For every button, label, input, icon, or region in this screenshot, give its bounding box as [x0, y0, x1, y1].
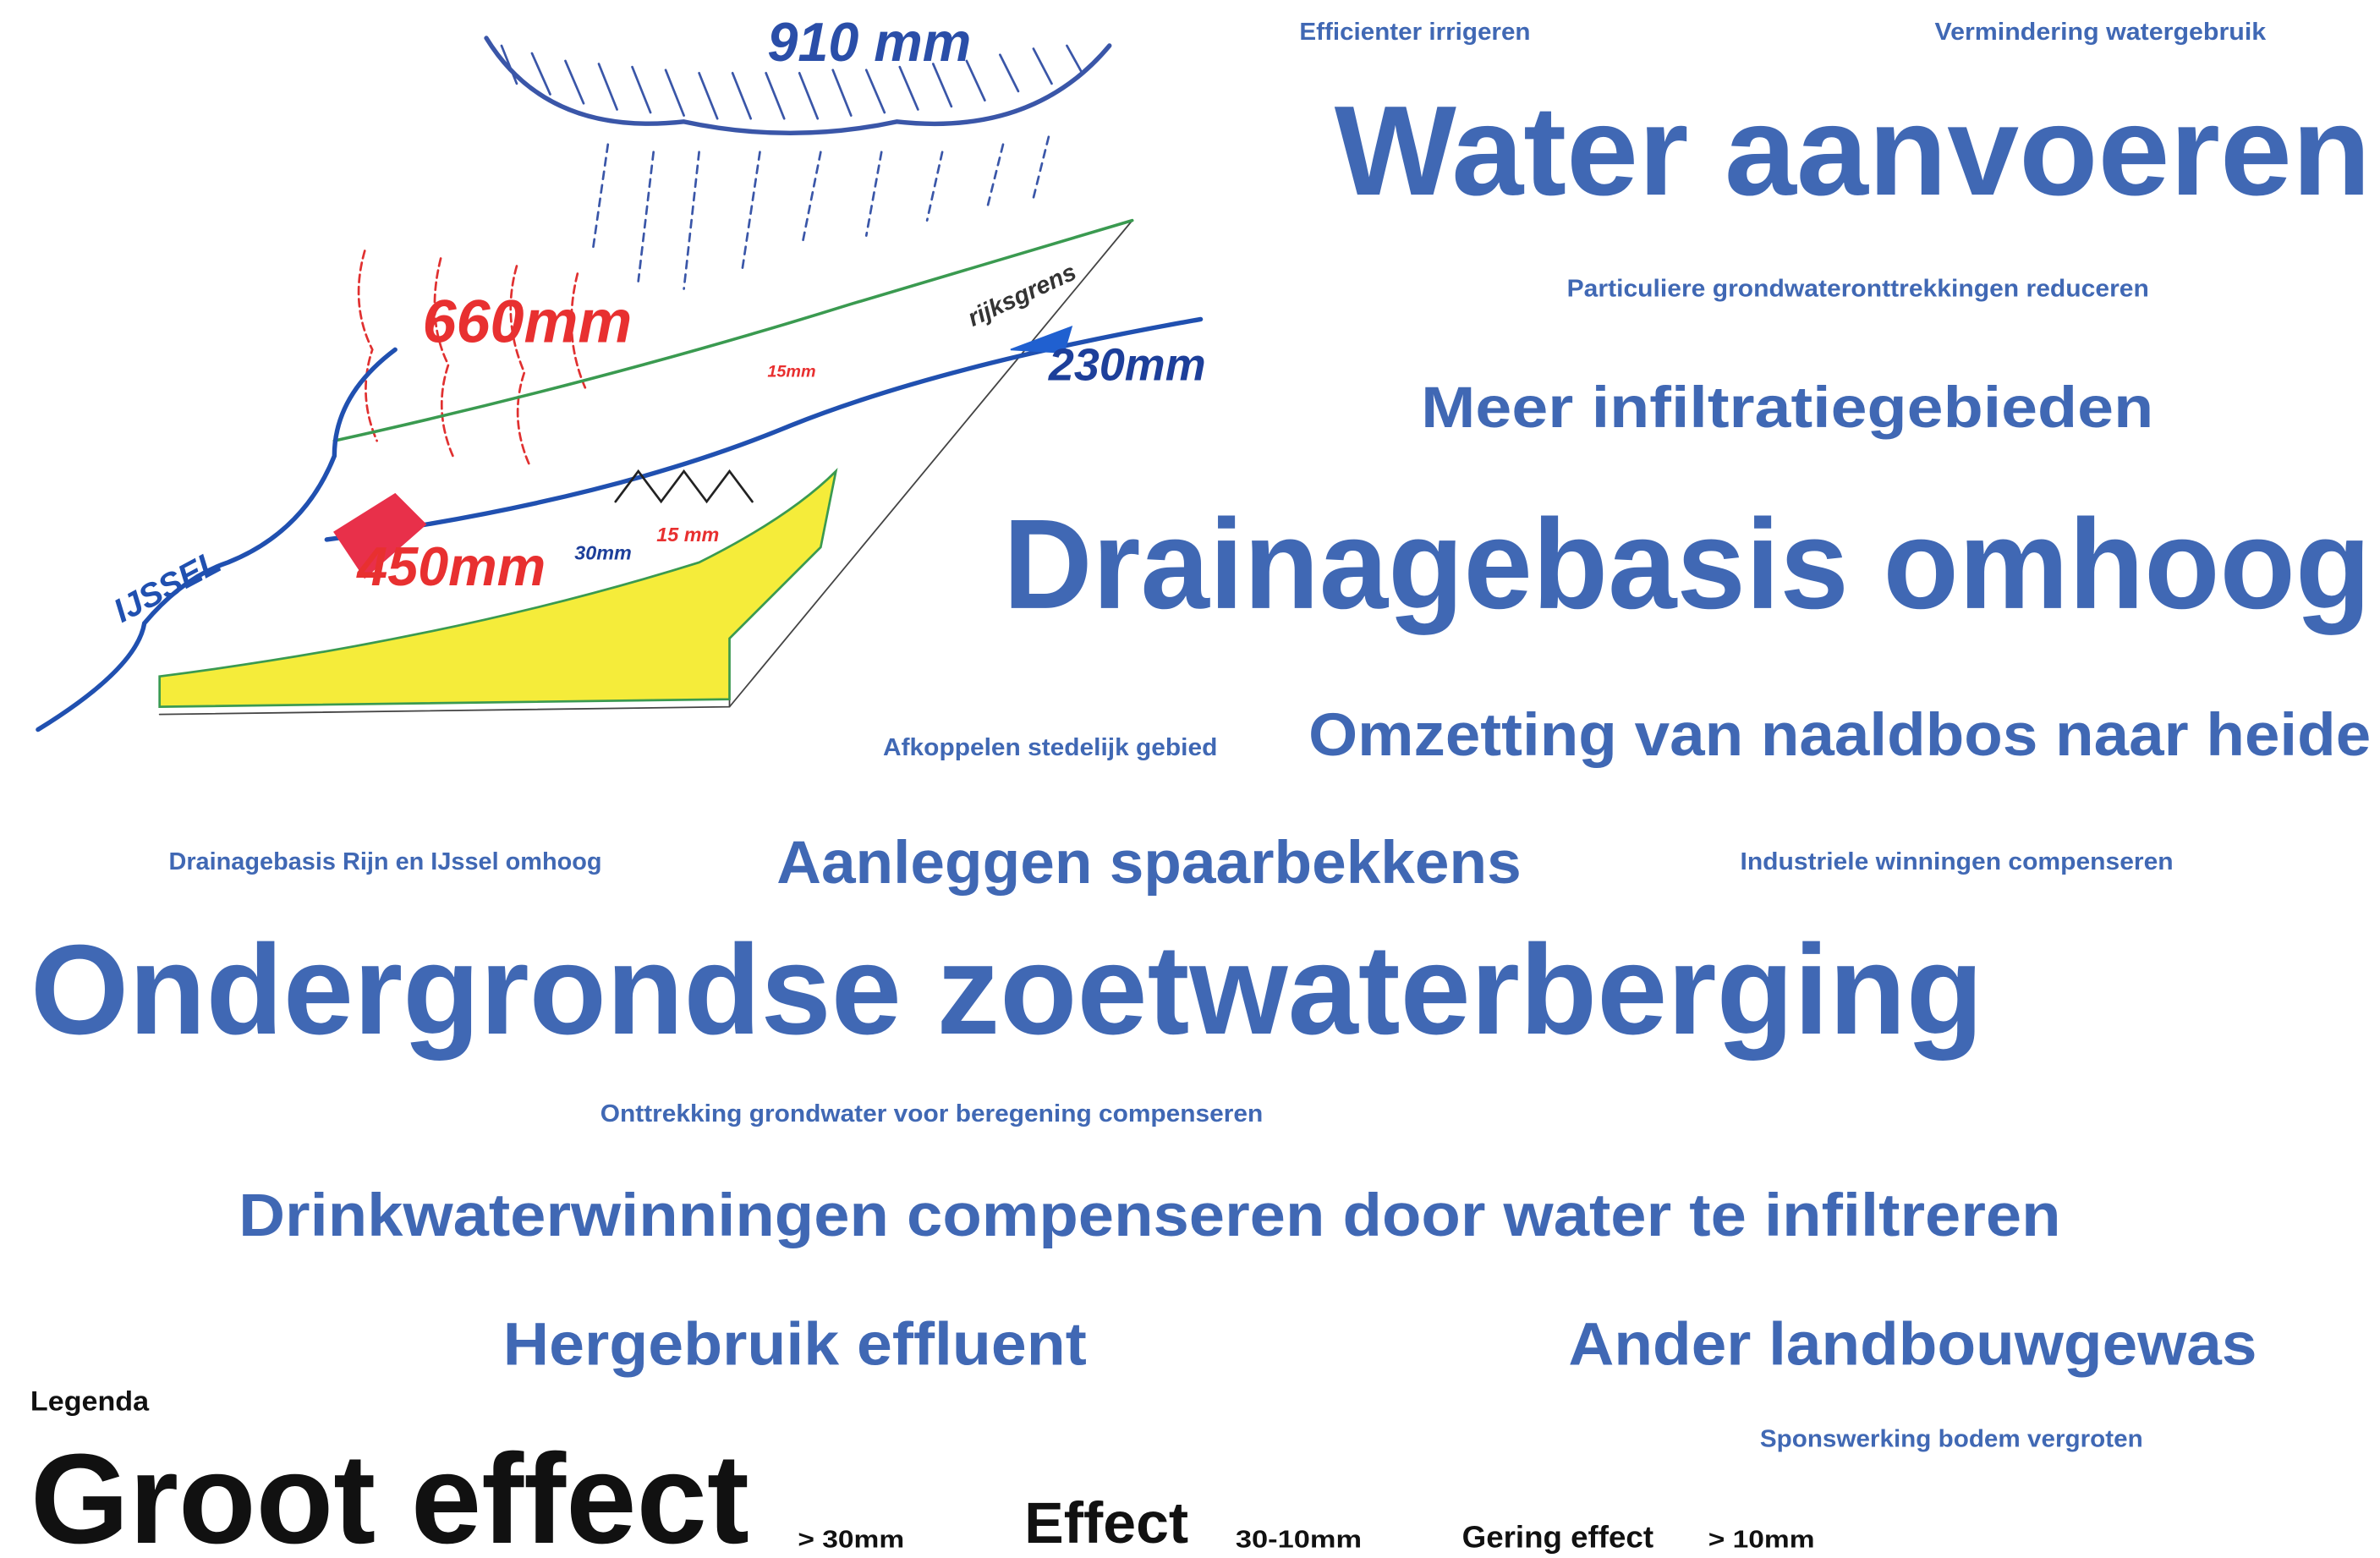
- legend-label: Gering effect: [1462, 1519, 1653, 1554]
- cloud-term: Efficienter irrigeren: [1299, 19, 1530, 46]
- cloud-term: Industriele winningen compenseren: [1740, 848, 2173, 875]
- legend-range: 30-10mm: [1236, 1526, 1362, 1553]
- cloud-term: Drinkwaterwinningen compenseren door wat…: [239, 1182, 2061, 1249]
- sketch-label: 910 mm: [767, 11, 971, 73]
- cloud-term: Aanleggen spaarbekkens: [776, 829, 1521, 897]
- sketch-label: 15mm: [767, 363, 815, 381]
- sketch-label: 230mm: [1048, 339, 1206, 390]
- aquifer: [158, 468, 838, 709]
- sketch: [36, 36, 1204, 732]
- cloud-term: Drainagebasis omhoog: [1003, 492, 2371, 635]
- cloud-term: Drainagebasis Rijn en IJssel omhoog: [168, 848, 601, 875]
- cloud-term: Afkoppelen stedelijk gebied: [883, 734, 1217, 761]
- sketch-label: 450mm: [355, 535, 546, 597]
- cloud-term: Onttrekking grondwater voor beregening c…: [600, 1100, 1263, 1127]
- legend-label: Groot effect: [30, 1427, 749, 1558]
- legend-range: > 30mm: [798, 1526, 904, 1553]
- cloud-term: Particuliere grondwateronttrekkingen red…: [1567, 275, 2149, 302]
- sketch-label: 660mm: [423, 288, 633, 355]
- cloud-term: Ander landbouwgewas: [1568, 1311, 2257, 1379]
- cloud-term: Ondergrondse zoetwaterberging: [30, 918, 1983, 1061]
- cloud-outline: [484, 36, 1112, 135]
- cloud-hatching: [500, 44, 1083, 120]
- legend-title: Legenda: [30, 1386, 150, 1417]
- cloud-term: Hergebruik effluent: [503, 1311, 1087, 1379]
- sketch-label: IJSSEL: [107, 543, 227, 630]
- greenhouses: [614, 469, 754, 504]
- sketch-label: 30mm: [574, 541, 632, 563]
- cloud-term: Vermindering watergebruik: [1934, 19, 2267, 46]
- legend-range: > 10mm: [1708, 1526, 1815, 1553]
- cloud-term: Water aanvoeren: [1335, 79, 2372, 222]
- rain-arrows: [591, 135, 1050, 290]
- evaporation-arrows: [357, 250, 587, 465]
- cloud-term: Omzetting van naaldbos naar heide: [1308, 701, 2371, 769]
- cloud-term: Meer infiltratiegebieden: [1421, 376, 2153, 440]
- outflow-arrow: [333, 492, 427, 579]
- cloud-term: Sponswerking bodem vergroten: [1760, 1426, 2143, 1453]
- legend-label: Effect: [1024, 1491, 1188, 1555]
- sketch-label: rijksgrens: [963, 259, 1080, 332]
- sketch-label: 15 mm: [656, 524, 719, 546]
- boundary-line: [332, 218, 1134, 442]
- inflow-arrow: [1010, 325, 1073, 354]
